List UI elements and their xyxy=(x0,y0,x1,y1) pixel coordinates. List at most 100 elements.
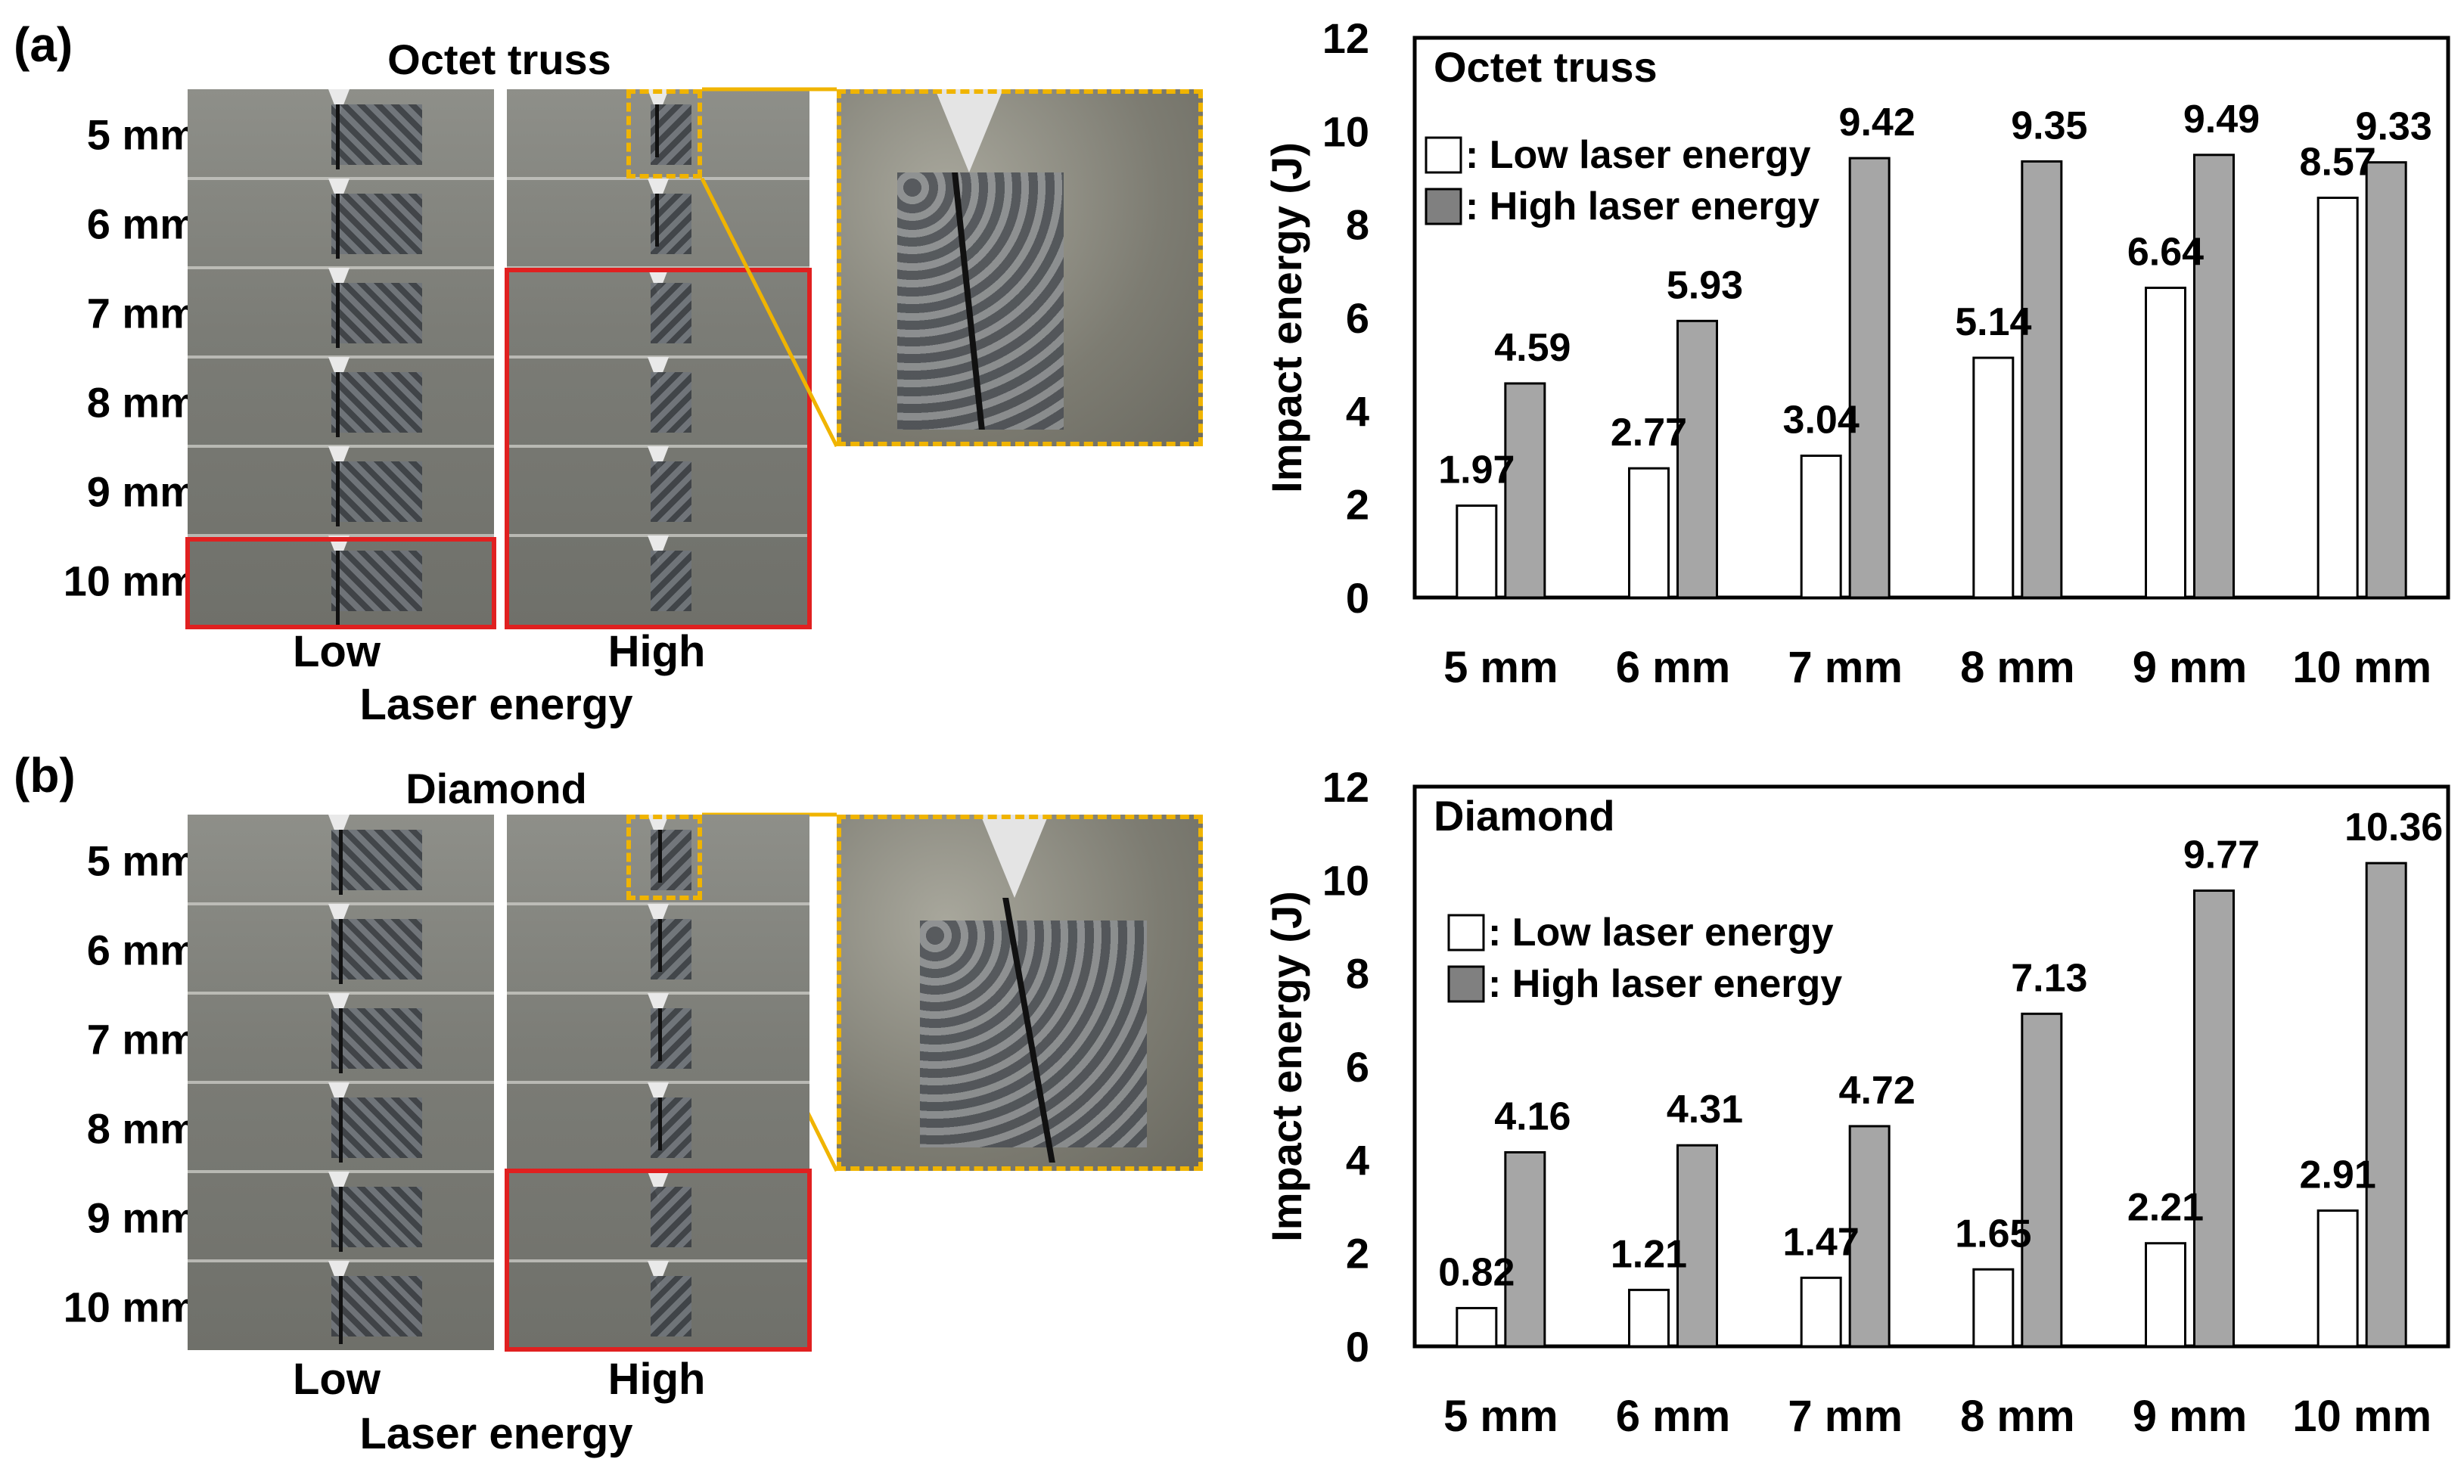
chart-b-bar-high xyxy=(2365,862,2407,1348)
panel-a-high-specimen-photos xyxy=(507,89,809,628)
panel-b-laser-energy-caption: Laser energy xyxy=(359,1409,633,1458)
chart-a-legend-label-high: : High laser energy xyxy=(1465,185,1819,228)
chart-b-data-label-high: 9.77 xyxy=(2183,834,2260,877)
panel-b-low-label: Low xyxy=(293,1355,381,1404)
chart-a-ytick-label: 10 xyxy=(1322,107,1369,155)
chart-b-xtick-label: 9 mm xyxy=(2133,1392,2248,1441)
panel-a-tag: (a) xyxy=(14,17,73,72)
chart-a-bar-low xyxy=(1972,356,2015,599)
chart-a-data-label-high: 9.42 xyxy=(1839,101,1916,144)
chart-a-bar-high xyxy=(1504,382,1546,599)
chart-b-ytick-label: 12 xyxy=(1322,763,1369,811)
chart-a-data-label-low: 1.97 xyxy=(1438,449,1515,492)
panel-b-row-label: 9 mm xyxy=(86,1194,197,1242)
chart-b-legend-swatch-low xyxy=(1447,914,1485,952)
chart-a-ytick-label: 2 xyxy=(1346,481,1369,529)
chart-b-y-axis-label: Impact energy (J) xyxy=(1263,891,1310,1242)
chart-b-xtick-label: 8 mm xyxy=(1960,1392,2075,1441)
chart-b-bar-low xyxy=(1800,1276,1842,1348)
chart-b-data-label-high: 4.31 xyxy=(1667,1088,1743,1132)
chart-a-bar-high xyxy=(2021,160,2063,599)
chart-b-bar-high xyxy=(2021,1012,2063,1348)
panel-a-laser-energy-caption: Laser energy xyxy=(359,680,633,729)
chart-a-octet-truss: 0 2 4 6 8 10 12 Impact energy (J) Octet truss: L… xyxy=(1263,14,2450,692)
chart-b-bar-low xyxy=(2316,1209,2359,1348)
chart-a-xtick-label: 6 mm xyxy=(1616,643,1731,692)
chart-b-chart-title: Diamond xyxy=(1434,792,1615,840)
panel-a-row-label: 5 mm xyxy=(86,110,197,159)
chart-b-bar-low xyxy=(1456,1306,1498,1348)
chart-b-xtick-label: 6 mm xyxy=(1616,1392,1731,1441)
chart-a-data-label-low: 6.64 xyxy=(2127,231,2204,275)
chart-a-data-label-high: 9.35 xyxy=(2011,104,2087,147)
chart-a-bar-high xyxy=(1676,319,1718,599)
panel-b-row-label: 8 mm xyxy=(86,1104,197,1153)
chart-b-bar-low xyxy=(1972,1268,2015,1348)
chart-a-legend-swatch-low xyxy=(1425,136,1462,174)
chart-b-bar-low xyxy=(1628,1288,1670,1348)
chart-b-ytick-label: 8 xyxy=(1346,950,1369,998)
chart-a-xtick-label: 8 mm xyxy=(1960,643,2075,692)
chart-b-bar-high xyxy=(1504,1150,1546,1348)
chart-b-data-label-high: 4.72 xyxy=(1839,1069,1916,1113)
chart-b-data-label-high: 10.36 xyxy=(2344,806,2443,849)
panel-b-row-label: 6 mm xyxy=(86,926,197,974)
chart-b-bar-high xyxy=(1848,1125,1891,1348)
chart-b-xtick-label: 7 mm xyxy=(1788,1392,1903,1441)
panel-b-high-highlight-box xyxy=(505,1169,812,1352)
panel-b-low-specimen-photos xyxy=(188,815,494,1350)
chart-a-data-label-high: 4.59 xyxy=(1494,326,1571,370)
panel-b-zoom-photo xyxy=(837,815,1203,1171)
panel-a-low-label: Low xyxy=(293,627,381,676)
panel-b-photo-title: Diamond xyxy=(405,765,587,812)
chart-a-ytick-label: 0 xyxy=(1346,574,1369,622)
panel-b-zoom-frame xyxy=(837,815,1203,1171)
chart-b-data-label-high: 4.16 xyxy=(1494,1094,1571,1138)
chart-b-ytick-label: 6 xyxy=(1346,1043,1369,1091)
chart-b-data-label-low: 2.21 xyxy=(2127,1186,2204,1230)
chart-a-data-label-high: 5.93 xyxy=(1667,263,1743,307)
panel-a-high-highlight-box xyxy=(505,268,812,629)
chart-a-data-label-high: 9.49 xyxy=(2183,98,2260,141)
panel-a-row-label: 7 mm xyxy=(86,289,197,337)
panel-a-low-highlight-box xyxy=(185,537,496,629)
chart-b-bar-high xyxy=(2193,889,2235,1348)
panel-b-row-label: 7 mm xyxy=(86,1015,197,1063)
chart-b-ytick-label: 10 xyxy=(1322,856,1369,904)
panel-a-zoom-frame xyxy=(837,89,1203,446)
chart-a-data-label-low: 5.14 xyxy=(1955,300,2031,344)
chart-b-data-label-low: 1.47 xyxy=(1783,1220,1860,1264)
chart-a-y-axis-label: Impact energy (J) xyxy=(1263,142,1310,493)
chart-a-data-label-low: 2.77 xyxy=(1611,411,1687,455)
chart-a-plot-frame xyxy=(1412,36,2450,600)
chart-a-bar-low xyxy=(1456,504,1498,599)
chart-b-bar-low xyxy=(2145,1242,2186,1348)
chart-a-bar-high xyxy=(2365,161,2407,599)
chart-b-data-label-high: 7.13 xyxy=(2011,956,2087,1000)
chart-a-xtick-label: 10 mm xyxy=(2292,643,2431,692)
chart-a-ytick-label: 12 xyxy=(1322,14,1369,62)
chart-a-bar-low xyxy=(1800,455,1842,599)
chart-b-data-label-low: 0.82 xyxy=(1438,1250,1515,1294)
panel-a-zoom-photo xyxy=(837,89,1203,446)
chart-a-legend-label-low: : Low laser energy xyxy=(1465,133,1811,177)
panel-b-tag: (b) xyxy=(14,748,76,803)
panel-a-row-label: 9 mm xyxy=(86,467,197,516)
chart-b-ytick-label: 2 xyxy=(1346,1230,1369,1278)
chart-a-xtick-label: 9 mm xyxy=(2133,643,2248,692)
chart-a-bar-low xyxy=(2316,197,2359,599)
chart-a-data-label-low: 8.57 xyxy=(2300,141,2376,185)
chart-a-bar-low xyxy=(2145,287,2186,599)
chart-a-xtick-label: 5 mm xyxy=(1443,643,1558,692)
chart-a-bar-high xyxy=(2193,154,2235,599)
chart-a-bar-high xyxy=(1848,157,1891,599)
panel-b-zoom-source-box xyxy=(626,815,702,900)
chart-a-ytick-label: 8 xyxy=(1346,201,1369,249)
chart-b-data-label-low: 1.65 xyxy=(1955,1212,2031,1256)
chart-b-legend-label-high: : High laser energy xyxy=(1488,962,1842,1006)
chart-a-legend-swatch-high xyxy=(1425,188,1462,225)
panel-a-zoom-source-box xyxy=(626,89,702,179)
chart-b-data-label-low: 1.21 xyxy=(1611,1232,1687,1276)
chart-a-ytick-label: 4 xyxy=(1346,387,1369,435)
chart-b-xtick-label: 10 mm xyxy=(2292,1392,2431,1441)
